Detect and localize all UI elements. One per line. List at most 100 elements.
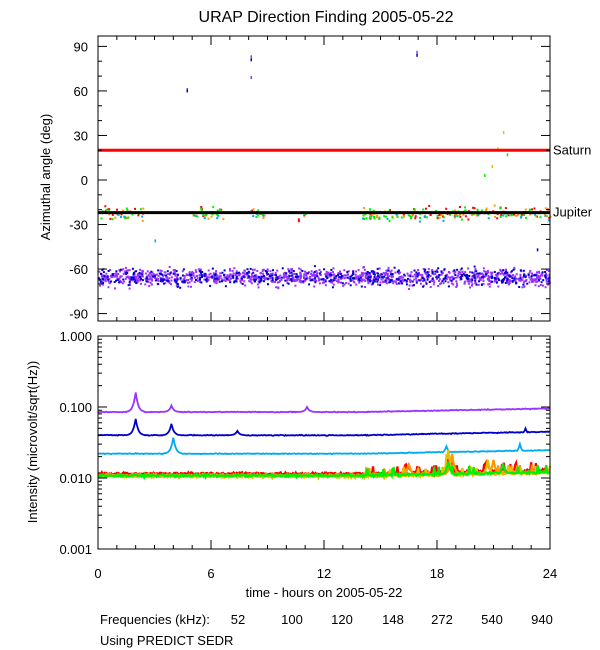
azimuth-point-940 [198, 274, 201, 277]
azimuth-point-940 [524, 280, 527, 282]
intensity-y-axis-label: Intensity (microvolt/sqrt(Hz)) [25, 361, 40, 524]
azimuth-point-940 [484, 270, 487, 273]
azimuth-point-940 [382, 271, 385, 274]
azimuth-point-540 [280, 276, 283, 279]
azimuth-point-940 [490, 273, 493, 275]
azimuth-point-540 [424, 268, 427, 271]
azimuth-point-272 [520, 215, 523, 218]
azimuth-point-148 [378, 216, 381, 219]
azimuth-point-540 [290, 271, 293, 274]
azimuth-point-940 [454, 276, 457, 279]
azimuth-point-540 [165, 274, 168, 277]
azimuth-point-940 [385, 269, 388, 272]
azimuth-point-540 [456, 268, 459, 271]
azimuth-point-940 [466, 280, 469, 283]
azimuth-point-100 [108, 213, 111, 216]
azimuth-point-540 [248, 275, 250, 278]
azimuth-point-940 [384, 274, 387, 276]
azimuth-point-940 [410, 271, 413, 274]
azimuth-point-940 [338, 271, 341, 274]
azimuth-point-940 [122, 273, 125, 275]
azimuth-point-940 [537, 277, 540, 280]
azimuth-point-940 [453, 272, 456, 275]
azimuth-point-940 [264, 278, 266, 281]
azimuth-point-540 [258, 276, 260, 279]
azimuth-point-940 [234, 273, 237, 276]
azimuth-point-940 [365, 271, 368, 274]
azimuth-point-940 [455, 286, 458, 288]
azimuth-point-52 [120, 213, 123, 216]
azimuth-point-940 [315, 270, 318, 273]
azimuth-point-940 [408, 278, 411, 281]
azimuth-point-940 [183, 277, 186, 280]
azimuth-point-540 [454, 274, 457, 276]
azimuth-point-940 [168, 277, 171, 280]
azimuth-point-940 [454, 271, 457, 274]
azimuth-point-272 [544, 214, 547, 217]
azimuth-outlier-940 [250, 55, 252, 59]
azimuth-point-940 [507, 279, 510, 282]
azimuth-point-940 [354, 276, 357, 279]
azimuth-point-540 [235, 275, 238, 278]
azimuth-point-940 [294, 284, 297, 287]
azimuth-point-940 [243, 269, 246, 272]
frequency-legend: Frequencies (kHz): 52 100 120 148 272 540 940 [100, 612, 553, 627]
azimuth-point-540 [462, 273, 465, 276]
azimuth-point-940 [251, 268, 254, 271]
azimuth-point-940 [118, 277, 121, 280]
azimuth-point-940 [207, 269, 210, 272]
azimuth-point-148 [419, 217, 422, 219]
azimuth-point-940 [388, 275, 391, 278]
azimuth-point-940 [290, 267, 293, 270]
azimuth-point-148 [211, 213, 214, 216]
azimuth-point-940 [144, 278, 147, 280]
azimuth-point-540 [473, 274, 476, 277]
azimuth-point-540 [510, 270, 513, 273]
azimuth-point-540 [416, 272, 419, 275]
azimuth-point-540 [337, 273, 340, 276]
azimuth-point-940 [280, 278, 283, 281]
azimuth-point-540 [411, 280, 414, 283]
azimuth-point-940 [229, 268, 231, 271]
azimuth-point-940 [544, 286, 547, 289]
azimuth-point-148 [410, 217, 412, 220]
azimuth-point-540 [504, 272, 506, 275]
azimuth-point-940 [440, 272, 443, 275]
azimuth-point-940 [342, 284, 345, 287]
azimuth-point-148 [255, 215, 258, 218]
azimuth-point-540 [260, 279, 263, 282]
azimuth-point-940 [173, 269, 176, 271]
azimuth-point-940 [455, 276, 458, 279]
azimuth-point-540 [166, 270, 169, 273]
azimuth-point-940 [357, 269, 360, 272]
azimuth-point-940 [165, 276, 168, 279]
azimuth-point-100 [222, 218, 225, 221]
azimuth-point-540 [333, 277, 336, 280]
azimuth-point-940 [170, 276, 173, 279]
azimuth-point-940 [147, 278, 150, 281]
azimuth-point-540 [135, 282, 138, 285]
azimuth-point-940 [482, 277, 485, 280]
azimuth-point-540 [267, 273, 269, 276]
azimuth-point-540 [214, 277, 217, 280]
azimuth-point-940 [343, 274, 346, 277]
azimuth-point-540 [434, 270, 437, 273]
azimuth-point-100 [544, 207, 547, 210]
azimuth-point-940 [148, 285, 151, 288]
azimuth-point-540 [183, 281, 186, 284]
azimuth-point-940 [474, 282, 477, 285]
azimuth-point-540 [415, 281, 418, 284]
azimuth-point-940 [261, 270, 264, 273]
azimuth-point-940 [359, 274, 362, 277]
azimuth-point-940 [487, 283, 490, 286]
azimuth-point-540 [378, 276, 381, 279]
azimuth-point-52 [202, 215, 205, 218]
azimuth-point-148 [388, 219, 391, 222]
azimuth-point-540 [288, 270, 291, 273]
azimuth-point-940 [211, 277, 214, 279]
azimuth-point-100 [494, 215, 496, 218]
azimuth-point-540 [453, 269, 456, 272]
legend-frequency-540: 540 [481, 612, 503, 627]
azimuth-point-540 [409, 275, 412, 278]
azimuth-point-540 [232, 276, 235, 279]
